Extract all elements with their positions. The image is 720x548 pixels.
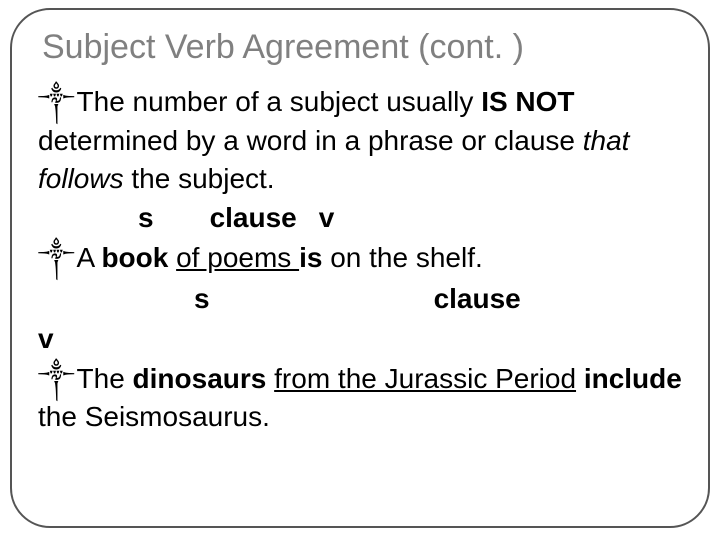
- ex1-of-poems: of poems: [176, 242, 299, 273]
- bullet-icon: ༒: [38, 240, 75, 278]
- ex2-sp1: [266, 363, 274, 394]
- labels-row-2: s clause: [38, 280, 682, 318]
- example-2: ༒The dinosaurs from the Jurassic Period …: [38, 360, 682, 437]
- example-1: ༒A book of poems is on the shelf.: [38, 239, 682, 278]
- label2-clause: clause: [434, 283, 521, 314]
- bullet-icon: ༒: [38, 361, 75, 399]
- p1-pre: The number of a subject usually: [77, 86, 482, 117]
- label1-v: v: [319, 202, 335, 233]
- labels-row-1: s clausev: [38, 199, 682, 237]
- p1-mid: determined by a word in a phrase or clau…: [38, 125, 583, 156]
- p1-isnot: IS NOT: [481, 86, 574, 117]
- paragraph-1: ༒The number of a subject usually IS NOT …: [38, 83, 682, 197]
- label1-clause: clause: [210, 202, 297, 233]
- ex1-a: A: [77, 242, 102, 273]
- p1-post: the subject.: [124, 163, 275, 194]
- ex1-is: is: [299, 242, 322, 273]
- ex2-rest: the Seismosaurus.: [38, 401, 270, 432]
- slide-frame: Subject Verb Agreement (cont. ) ༒The num…: [10, 8, 710, 528]
- ex1-rest: on the shelf.: [322, 242, 482, 273]
- ex2-dinos: dinosaurs: [133, 363, 267, 394]
- labels-row-2b: v: [38, 320, 682, 358]
- ex2-include: include: [584, 363, 682, 394]
- ex1-sp1: [168, 242, 176, 273]
- slide-title: Subject Verb Agreement (cont. ): [42, 28, 686, 67]
- ex2-the: The: [77, 363, 133, 394]
- ex1-book: book: [101, 242, 168, 273]
- label2-s: s: [194, 283, 210, 314]
- ex2-sp2: [576, 363, 584, 394]
- body: ༒The number of a subject usually IS NOT …: [38, 83, 682, 436]
- label1-s: s: [138, 202, 154, 233]
- label2-v: v: [38, 323, 54, 354]
- bullet-icon: ༒: [38, 84, 75, 122]
- ex2-from: from the Jurassic Period: [274, 363, 576, 394]
